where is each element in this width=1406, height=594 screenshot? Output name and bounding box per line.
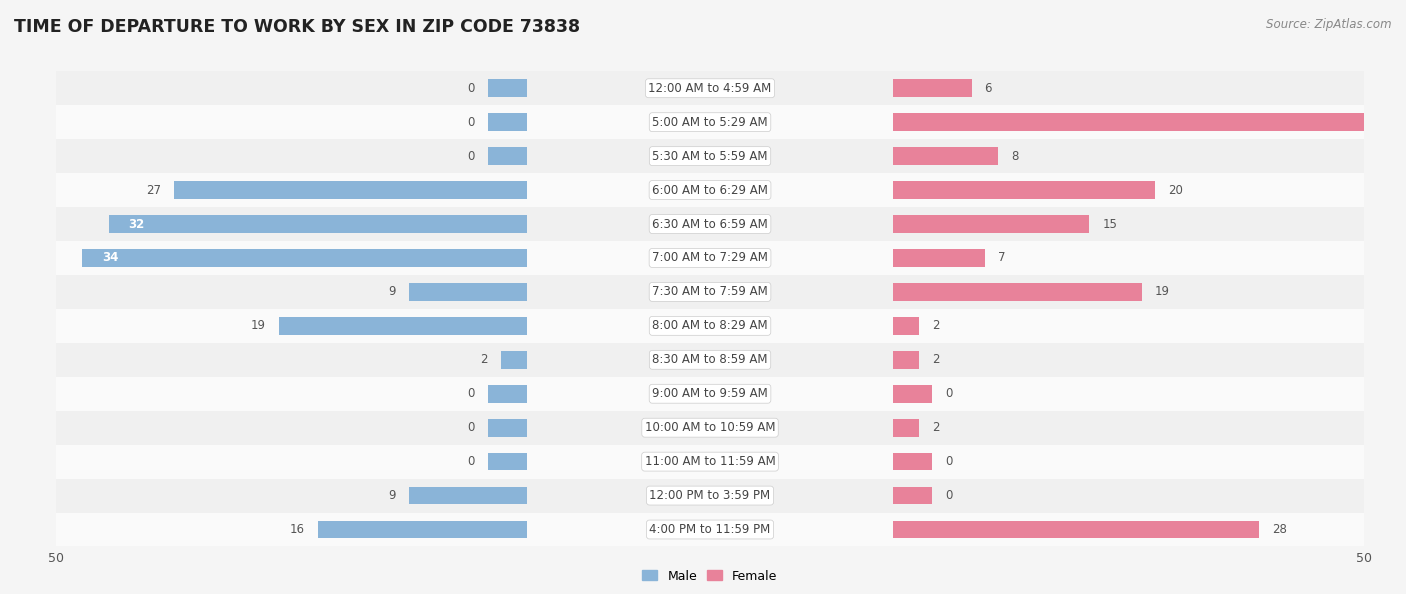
Text: 0: 0 <box>945 387 953 400</box>
Bar <box>893 521 1260 538</box>
Bar <box>108 215 527 233</box>
Bar <box>56 445 1364 479</box>
Bar <box>56 105 1364 139</box>
Bar <box>83 249 527 267</box>
Bar <box>56 71 1364 105</box>
Bar <box>56 309 1364 343</box>
Bar <box>56 207 1364 241</box>
Text: 11:00 AM to 11:59 AM: 11:00 AM to 11:59 AM <box>645 455 775 468</box>
Text: Source: ZipAtlas.com: Source: ZipAtlas.com <box>1267 18 1392 31</box>
Text: 8: 8 <box>1011 150 1018 163</box>
Bar <box>56 377 1364 410</box>
Bar <box>488 385 527 403</box>
Bar <box>893 385 932 403</box>
Bar <box>174 181 527 199</box>
Bar <box>56 479 1364 513</box>
Text: 28: 28 <box>1272 523 1286 536</box>
Bar <box>488 113 527 131</box>
Text: 34: 34 <box>103 251 118 264</box>
Text: 2: 2 <box>932 353 939 366</box>
Text: 4:00 PM to 11:59 PM: 4:00 PM to 11:59 PM <box>650 523 770 536</box>
Bar <box>488 147 527 165</box>
Bar <box>56 241 1364 275</box>
Bar <box>278 317 527 334</box>
Bar <box>56 139 1364 173</box>
Text: 5:00 AM to 5:29 AM: 5:00 AM to 5:29 AM <box>652 116 768 129</box>
Text: 2: 2 <box>932 421 939 434</box>
Bar <box>409 486 527 504</box>
Text: 0: 0 <box>467 116 475 129</box>
Text: 2: 2 <box>481 353 488 366</box>
Text: 7: 7 <box>998 251 1005 264</box>
Text: 19: 19 <box>1154 285 1170 298</box>
Text: 10:00 AM to 10:59 AM: 10:00 AM to 10:59 AM <box>645 421 775 434</box>
Text: 8:30 AM to 8:59 AM: 8:30 AM to 8:59 AM <box>652 353 768 366</box>
Bar <box>893 317 920 334</box>
Text: 6:00 AM to 6:29 AM: 6:00 AM to 6:29 AM <box>652 184 768 197</box>
Bar <box>56 513 1364 546</box>
Bar <box>56 410 1364 445</box>
Text: 16: 16 <box>290 523 305 536</box>
Text: 32: 32 <box>128 217 145 230</box>
Bar <box>893 181 1154 199</box>
Text: TIME OF DEPARTURE TO WORK BY SEX IN ZIP CODE 73838: TIME OF DEPARTURE TO WORK BY SEX IN ZIP … <box>14 18 581 36</box>
Text: 2: 2 <box>932 320 939 333</box>
Bar <box>893 113 1406 131</box>
Bar <box>893 351 920 369</box>
Text: 9: 9 <box>388 285 396 298</box>
Text: 9:00 AM to 9:59 AM: 9:00 AM to 9:59 AM <box>652 387 768 400</box>
Text: 7:30 AM to 7:59 AM: 7:30 AM to 7:59 AM <box>652 285 768 298</box>
Text: 15: 15 <box>1102 217 1118 230</box>
Text: 0: 0 <box>467 421 475 434</box>
Bar <box>318 521 527 538</box>
Bar <box>893 249 984 267</box>
Text: 5:30 AM to 5:59 AM: 5:30 AM to 5:59 AM <box>652 150 768 163</box>
Text: 0: 0 <box>945 455 953 468</box>
Legend: Male, Female: Male, Female <box>637 565 783 587</box>
Text: 0: 0 <box>467 455 475 468</box>
Text: 6:30 AM to 6:59 AM: 6:30 AM to 6:59 AM <box>652 217 768 230</box>
Text: 0: 0 <box>467 82 475 95</box>
Bar <box>893 419 920 437</box>
Bar <box>893 283 1142 301</box>
Text: 0: 0 <box>945 489 953 502</box>
Bar <box>488 80 527 97</box>
Bar <box>409 283 527 301</box>
Bar <box>56 173 1364 207</box>
Text: 19: 19 <box>250 320 266 333</box>
Bar <box>893 80 972 97</box>
Text: 0: 0 <box>467 387 475 400</box>
Text: 12:00 PM to 3:59 PM: 12:00 PM to 3:59 PM <box>650 489 770 502</box>
Bar <box>893 215 1090 233</box>
Bar <box>56 343 1364 377</box>
Bar <box>501 351 527 369</box>
Bar <box>488 453 527 470</box>
Text: 6: 6 <box>984 82 993 95</box>
Bar <box>488 419 527 437</box>
Bar <box>893 147 998 165</box>
Text: 7:00 AM to 7:29 AM: 7:00 AM to 7:29 AM <box>652 251 768 264</box>
Bar <box>56 275 1364 309</box>
Text: 9: 9 <box>388 489 396 502</box>
Bar <box>893 486 932 504</box>
Bar <box>893 453 932 470</box>
Text: 8:00 AM to 8:29 AM: 8:00 AM to 8:29 AM <box>652 320 768 333</box>
Text: 12:00 AM to 4:59 AM: 12:00 AM to 4:59 AM <box>648 82 772 95</box>
Text: 27: 27 <box>146 184 160 197</box>
Text: 20: 20 <box>1167 184 1182 197</box>
Text: 0: 0 <box>467 150 475 163</box>
